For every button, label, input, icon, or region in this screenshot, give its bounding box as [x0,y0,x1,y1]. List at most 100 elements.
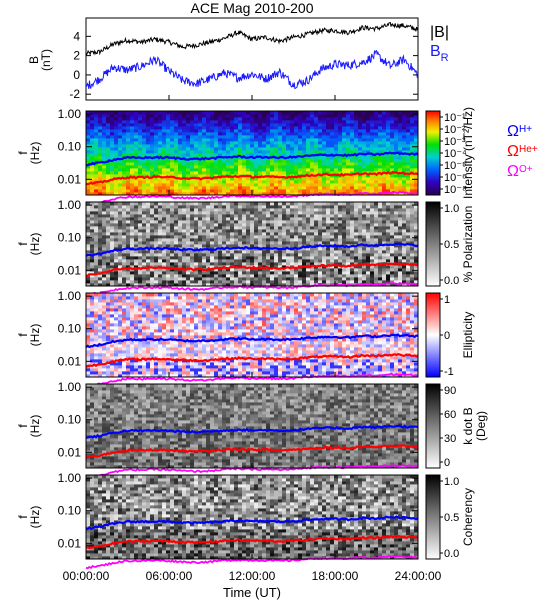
heatmap-cell [274,262,278,265]
heatmap-cell [226,114,230,117]
heatmap-cell [142,186,146,189]
heatmap-cell [314,135,318,138]
heatmap-cell [310,253,314,256]
heatmap-cell [298,371,302,374]
heatmap-cell [350,165,354,168]
heatmap-cell [290,241,294,244]
heatmap-cell [390,205,394,208]
heatmap-cell [134,132,138,135]
heatmap-cell [102,368,106,371]
heatmap-cell [202,126,206,129]
heatmap-cell [310,208,314,211]
heatmap-cell [258,132,262,135]
heatmap-cell [366,156,370,159]
heatmap-cell [218,244,222,247]
heatmap-cell [134,114,138,117]
heatmap-cell [330,114,334,117]
heatmap-cell [330,226,334,229]
heatmap-cell [342,250,346,253]
heatmap-cell [386,183,390,186]
heatmap-cell [198,202,202,205]
heatmap-cell [106,223,110,226]
heatmap-cell [90,208,94,211]
heatmap-cell [98,280,102,283]
heatmap-cell [166,214,170,217]
heatmap-cell [246,165,250,168]
heatmap-cell [186,280,190,283]
heatmap-cell [218,271,222,274]
heatmap-cell [378,186,382,189]
heatmap-cell [158,205,162,208]
legend-h-sub: H+ [519,124,532,135]
heatmap-cell [326,280,330,283]
heatmap-cell [146,250,150,253]
heatmap-cell [190,126,194,129]
heatmap-cell [214,205,218,208]
heatmap-cell [406,177,410,180]
heatmap-cell [394,205,398,208]
heatmap-cell [238,371,242,374]
heatmap-cell [90,368,94,371]
heatmap-cell [286,259,290,262]
heatmap-cell [274,138,278,141]
heatmap-cell [410,208,414,211]
heatmap-cell [374,168,378,171]
heatmap-cell [186,138,190,141]
heatmap-cell [294,271,298,274]
heatmap-cell [226,150,230,153]
heatmap-cell [362,208,366,211]
heatmap-cell [270,202,274,205]
heatmap-cell [274,114,278,117]
heatmap-cell [234,220,238,223]
heatmap-cell [210,165,214,168]
heatmap-cell [110,256,114,259]
freq-tick-label: 0.10 [58,140,82,154]
heatmap-cell [274,153,278,156]
heatmap-cell [98,202,102,205]
heatmap-cell [258,126,262,129]
heatmap-cell [194,371,198,374]
heatmap-cell [294,165,298,168]
heatmap-cell [282,171,286,174]
heatmap-cell [406,223,410,226]
heatmap-cell [354,247,358,250]
heatmap-cell [242,159,246,162]
heatmap-cell [394,253,398,256]
heatmap-cell [330,229,334,232]
heatmap-cell [322,180,326,183]
heatmap-cell [226,123,230,126]
heatmap-cell [126,368,130,371]
heatmap-cell [318,223,322,226]
heatmap-cell [278,262,282,265]
heatmap-cell [102,229,106,232]
heatmap-cell [246,205,250,208]
heatmap-cell [410,159,414,162]
heatmap-cell [154,135,158,138]
heatmap-cell [378,135,382,138]
heatmap-cell [234,235,238,238]
heatmap-cell [230,129,234,132]
heatmap-cell [166,217,170,220]
heatmap-cell [210,235,214,238]
heatmap-cell [298,277,302,280]
heatmap-cell [350,111,354,114]
heatmap-cell [266,141,270,144]
heatmap-cell [318,217,322,220]
heatmap-cell [338,277,342,280]
heatmap-cell [234,274,238,277]
heatmap-cell [266,214,270,217]
heatmap-cell [90,147,94,150]
heatmap-cell [138,256,142,259]
heatmap-cell [182,232,186,235]
heatmap-cell [266,223,270,226]
heatmap-cell [350,232,354,235]
heatmap-cell [138,220,142,223]
heatmap-cell [330,111,334,114]
heatmap-cell [338,229,342,232]
heatmap-cell [86,220,90,223]
heatmap-cell [374,371,378,374]
heatmap-cell [282,223,286,226]
heatmap-cell [154,138,158,141]
heatmap-cell [218,186,222,189]
heatmap-cell [230,183,234,186]
